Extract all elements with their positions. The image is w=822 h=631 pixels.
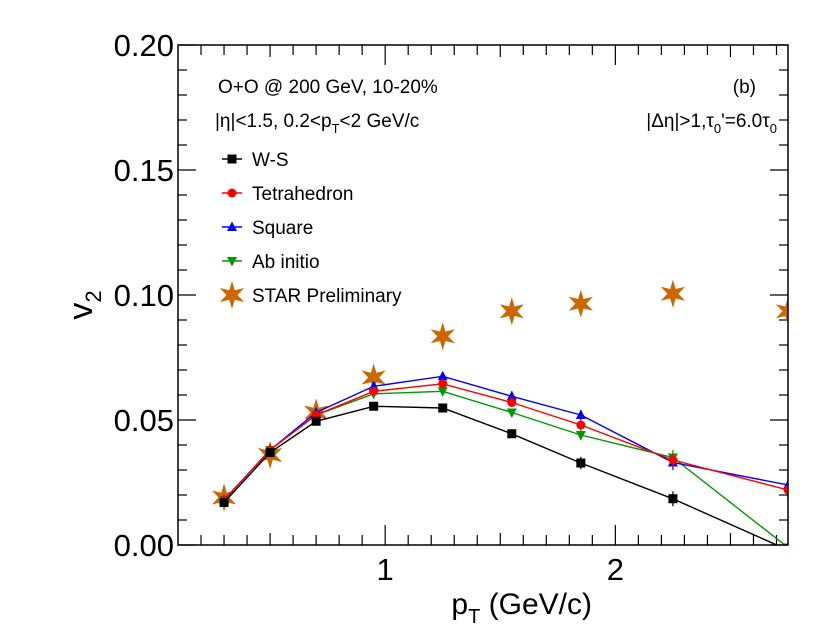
y-tick-label: 0.15 xyxy=(114,153,174,188)
eta-gap-annotation: |Δη|>1,τ0'=6.0τ0 xyxy=(646,111,777,136)
data-point xyxy=(506,408,517,418)
legend-label: Tetrahedron xyxy=(252,184,353,205)
data-point xyxy=(576,458,586,468)
y-tick-label: 0.20 xyxy=(114,28,174,63)
x-tick-label: 1 xyxy=(377,552,394,587)
cuts-main: |η|<1.5, 0.2<p xyxy=(215,111,332,132)
plot-frame xyxy=(177,44,789,546)
legend-item: W-S xyxy=(222,150,289,171)
legend-item: STAR Preliminary xyxy=(219,281,402,309)
legend-label: W-S xyxy=(252,150,289,171)
series-star-preliminary xyxy=(211,279,788,512)
cuts-rest: <2 GeV/c xyxy=(340,111,420,132)
legend-swatch-marker xyxy=(219,281,245,309)
data-point xyxy=(361,363,386,392)
data-point xyxy=(775,297,788,326)
legend-item: Ab initio xyxy=(222,252,320,273)
data-point xyxy=(430,322,455,351)
tick-labels: 0.00 0.05 0.10 0.15 0.20 1 2 xyxy=(114,28,624,587)
data-point xyxy=(369,401,379,411)
legend-label: STAR Preliminary xyxy=(252,286,402,307)
y-tick-label: 0.00 xyxy=(114,528,174,563)
x-axis-label-rest: (GeV/c) xyxy=(480,588,592,621)
legend-label: Ab initio xyxy=(252,252,320,273)
data-point xyxy=(668,455,678,465)
data-point xyxy=(783,485,788,495)
tau-mid: '=6.0τ xyxy=(721,111,770,132)
data-point xyxy=(575,431,586,441)
x-axis-label-sub: T xyxy=(468,606,480,628)
system-annotation: O+O @ 200 GeV, 10-20% xyxy=(218,77,438,98)
data-point xyxy=(437,387,448,397)
data-point xyxy=(265,448,275,457)
x-axis-label-main: p xyxy=(451,588,468,621)
data-point xyxy=(438,379,448,389)
x-tick-label: 2 xyxy=(607,552,624,587)
data-point xyxy=(369,386,379,396)
data-point xyxy=(219,498,229,507)
data-point xyxy=(507,429,517,439)
tau-sub-1: 0 xyxy=(714,121,721,136)
legend-swatch-marker xyxy=(227,257,237,267)
legend-swatch-marker xyxy=(227,188,237,198)
data-point xyxy=(576,420,586,430)
series-layer xyxy=(211,279,793,555)
legend-item: Tetrahedron xyxy=(222,184,353,205)
cuts-sub: T xyxy=(332,121,340,136)
legend: W-S Tetrahedron Square Ab initio STAR Prelim… xyxy=(219,150,402,309)
axis-ticks xyxy=(178,44,788,546)
x-axis-label: pT (GeV/c) xyxy=(451,588,592,628)
data-point xyxy=(507,398,517,407)
data-point xyxy=(311,416,321,426)
data-point xyxy=(437,370,448,381)
data-point xyxy=(660,279,686,308)
series-tetrahedron xyxy=(219,379,788,505)
y-axis-label: v2 xyxy=(62,290,106,319)
data-point xyxy=(668,494,678,504)
series-line xyxy=(223,383,788,501)
legend-label: Square xyxy=(252,218,313,239)
data-point xyxy=(568,289,593,318)
cuts-annotation: |η|<1.5, 0.2<pT<2 GeV/c xyxy=(215,111,419,136)
eta-gap-main: |Δη|>1,τ xyxy=(646,111,714,132)
series-ab-initio xyxy=(219,387,788,545)
y-axis-label-sub: 2 xyxy=(81,290,106,302)
y-axis-label-main: v xyxy=(62,303,100,320)
y-tick-label: 0.10 xyxy=(114,278,174,313)
data-point xyxy=(506,390,517,401)
data-point xyxy=(499,297,524,326)
legend-swatch-marker xyxy=(227,221,237,231)
y-tick-label: 0.05 xyxy=(114,403,174,438)
legend-swatch-marker xyxy=(227,154,237,164)
data-point xyxy=(575,409,586,419)
tau-sub-2: 0 xyxy=(770,121,777,136)
series-w-s xyxy=(219,401,793,555)
data-point xyxy=(784,546,793,555)
legend-item: Square xyxy=(222,218,313,239)
data-point xyxy=(438,403,448,413)
series-line xyxy=(223,405,779,545)
panel-label: (b) xyxy=(733,77,756,98)
